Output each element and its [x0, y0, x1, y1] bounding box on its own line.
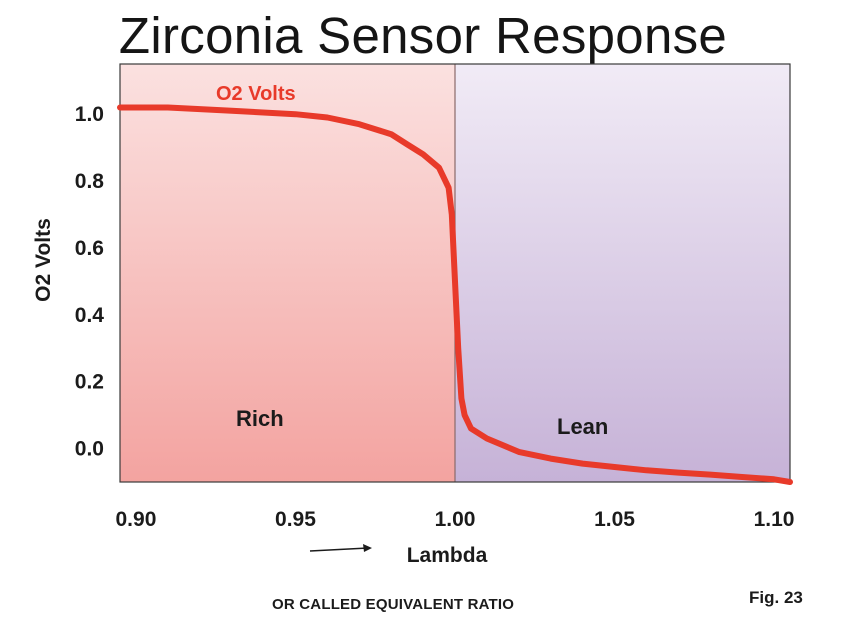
y-axis-label: O2 Volts [32, 218, 55, 302]
lean-region-label: Lean [557, 414, 608, 439]
y-tick-label: 0.6 [75, 237, 104, 260]
x-tick-label: 1.05 [594, 508, 635, 531]
x-tick-label: 1.10 [754, 508, 795, 531]
footnote: OR CALLED EQUIVALENT RATIO [272, 596, 515, 613]
y-tick-label: 0.4 [75, 304, 105, 327]
plot-frame [119, 63, 791, 483]
x-axis-arrow [309, 544, 372, 552]
x-tick-label: 1.00 [435, 508, 476, 531]
figure-label: Fig. 23 [749, 588, 803, 607]
y-tick-label: 0.0 [75, 438, 104, 461]
x-tick-label: 0.90 [116, 508, 157, 531]
x-axis-label: Lambda [407, 544, 488, 567]
lean-region [455, 64, 790, 482]
rich-region-label: Rich [236, 406, 284, 431]
o2-volts-curve [117, 104, 793, 485]
y-tick-label: 0.8 [75, 170, 105, 193]
chart-title: Zirconia Sensor Response [118, 7, 728, 64]
rich-region [120, 64, 455, 482]
series-label: O2 Volts [216, 83, 296, 105]
y-tick-label: 0.2 [75, 371, 104, 394]
y-tick-label: 1.0 [75, 103, 104, 126]
x-tick-label: 0.95 [275, 508, 316, 531]
